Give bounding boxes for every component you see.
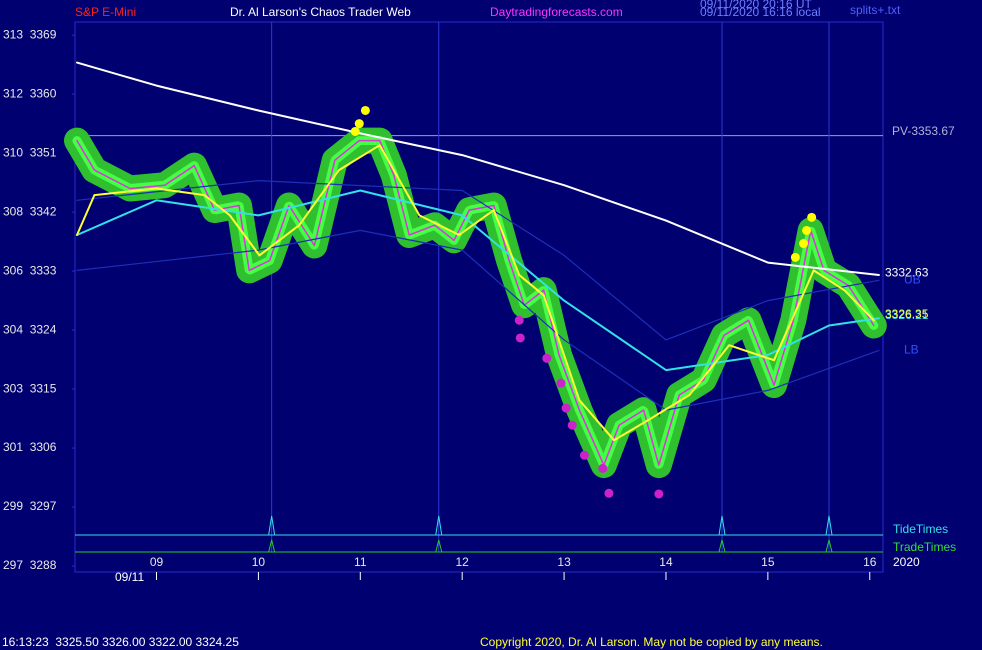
- price-line: [76, 139, 875, 466]
- tide-spike: [825, 515, 833, 536]
- x-tick-label: 14: [659, 555, 673, 569]
- x-tick-label: 11: [354, 555, 367, 569]
- band-label: LB: [904, 343, 919, 357]
- average-line: [76, 61, 880, 276]
- high-dot: [790, 252, 800, 262]
- year-label: 2020: [893, 555, 920, 569]
- end-value-label: 3326.35: [885, 307, 929, 321]
- plot-frame: [74, 21, 884, 573]
- average-line: [76, 180, 880, 341]
- low-dot: [515, 333, 525, 343]
- x-tick-label: 16: [863, 555, 877, 569]
- trade-spike: [718, 539, 726, 553]
- band-label: UB: [904, 272, 921, 286]
- high-dot: [807, 212, 817, 222]
- low-dot: [604, 488, 614, 498]
- x-tick-label: 12: [456, 555, 470, 569]
- tide-spike: [435, 515, 443, 536]
- low-dot: [579, 450, 589, 460]
- low-dot: [542, 353, 552, 363]
- trade-spike: [435, 539, 443, 553]
- high-dot: [350, 126, 360, 136]
- title: Dr. Al Larson's Chaos Trader Web: [230, 5, 411, 19]
- low-dot: [567, 420, 577, 430]
- low-dot: [598, 463, 608, 473]
- symbol: S&P E-Mini: [75, 5, 136, 19]
- website: Daytradingforecasts.com: [490, 5, 623, 19]
- low-dot: [514, 315, 524, 325]
- low-dot: [556, 378, 566, 388]
- date-label: 09/11: [115, 570, 144, 584]
- high-dot: [802, 225, 812, 235]
- high-dot: [360, 105, 370, 115]
- y-tick-label: 310 3351: [3, 145, 57, 159]
- trade-spike: [268, 539, 276, 553]
- end-value-label: 3326.21: [885, 308, 929, 322]
- low-dot: [561, 403, 571, 413]
- x-tick-label: 09: [150, 555, 164, 569]
- tide-label: TideTimes: [893, 522, 948, 536]
- low-dot: [654, 489, 664, 499]
- y-tick-label: 301 3306: [3, 440, 57, 454]
- y-tick-label: 313 3369: [3, 27, 57, 41]
- tide-spike: [268, 515, 276, 536]
- y-tick-label: 308 3342: [3, 204, 57, 218]
- end-value-label: 3332.63: [885, 266, 929, 280]
- timestamp: 09/11/2020 16:16 local: [700, 5, 821, 19]
- y-tick-label: 304 3324: [3, 322, 57, 336]
- trade-spike: [825, 539, 833, 553]
- trade-label: TradeTimes: [893, 540, 956, 554]
- high-dot: [354, 119, 364, 129]
- average-line: [76, 229, 880, 411]
- x-tick-label: 13: [557, 555, 571, 569]
- status-line: 16:13:23 3325.50 3326.00 3322.00 3324.25: [2, 635, 239, 649]
- y-tick-label: 299 3297: [3, 499, 57, 513]
- timestamp: 09/11/2020 20:16 UT: [700, 0, 813, 11]
- pivot-label: PV-3353.67: [892, 124, 955, 138]
- x-tick-label: 10: [252, 555, 266, 569]
- average-line: [76, 144, 875, 442]
- tide-spike: [718, 515, 726, 536]
- y-tick-label: 306 3333: [3, 263, 57, 277]
- copyright: Copyright 2020, Dr. Al Larson. May not b…: [480, 635, 823, 649]
- x-tick-label: 15: [761, 555, 775, 569]
- price-cloud: [64, 127, 887, 479]
- y-tick-label: 297 3288: [3, 558, 57, 572]
- y-tick-label: 312 3360: [3, 86, 57, 100]
- file-name: splits+.txt: [850, 3, 901, 17]
- high-dot: [799, 239, 809, 249]
- y-tick-label: 303 3315: [3, 381, 57, 395]
